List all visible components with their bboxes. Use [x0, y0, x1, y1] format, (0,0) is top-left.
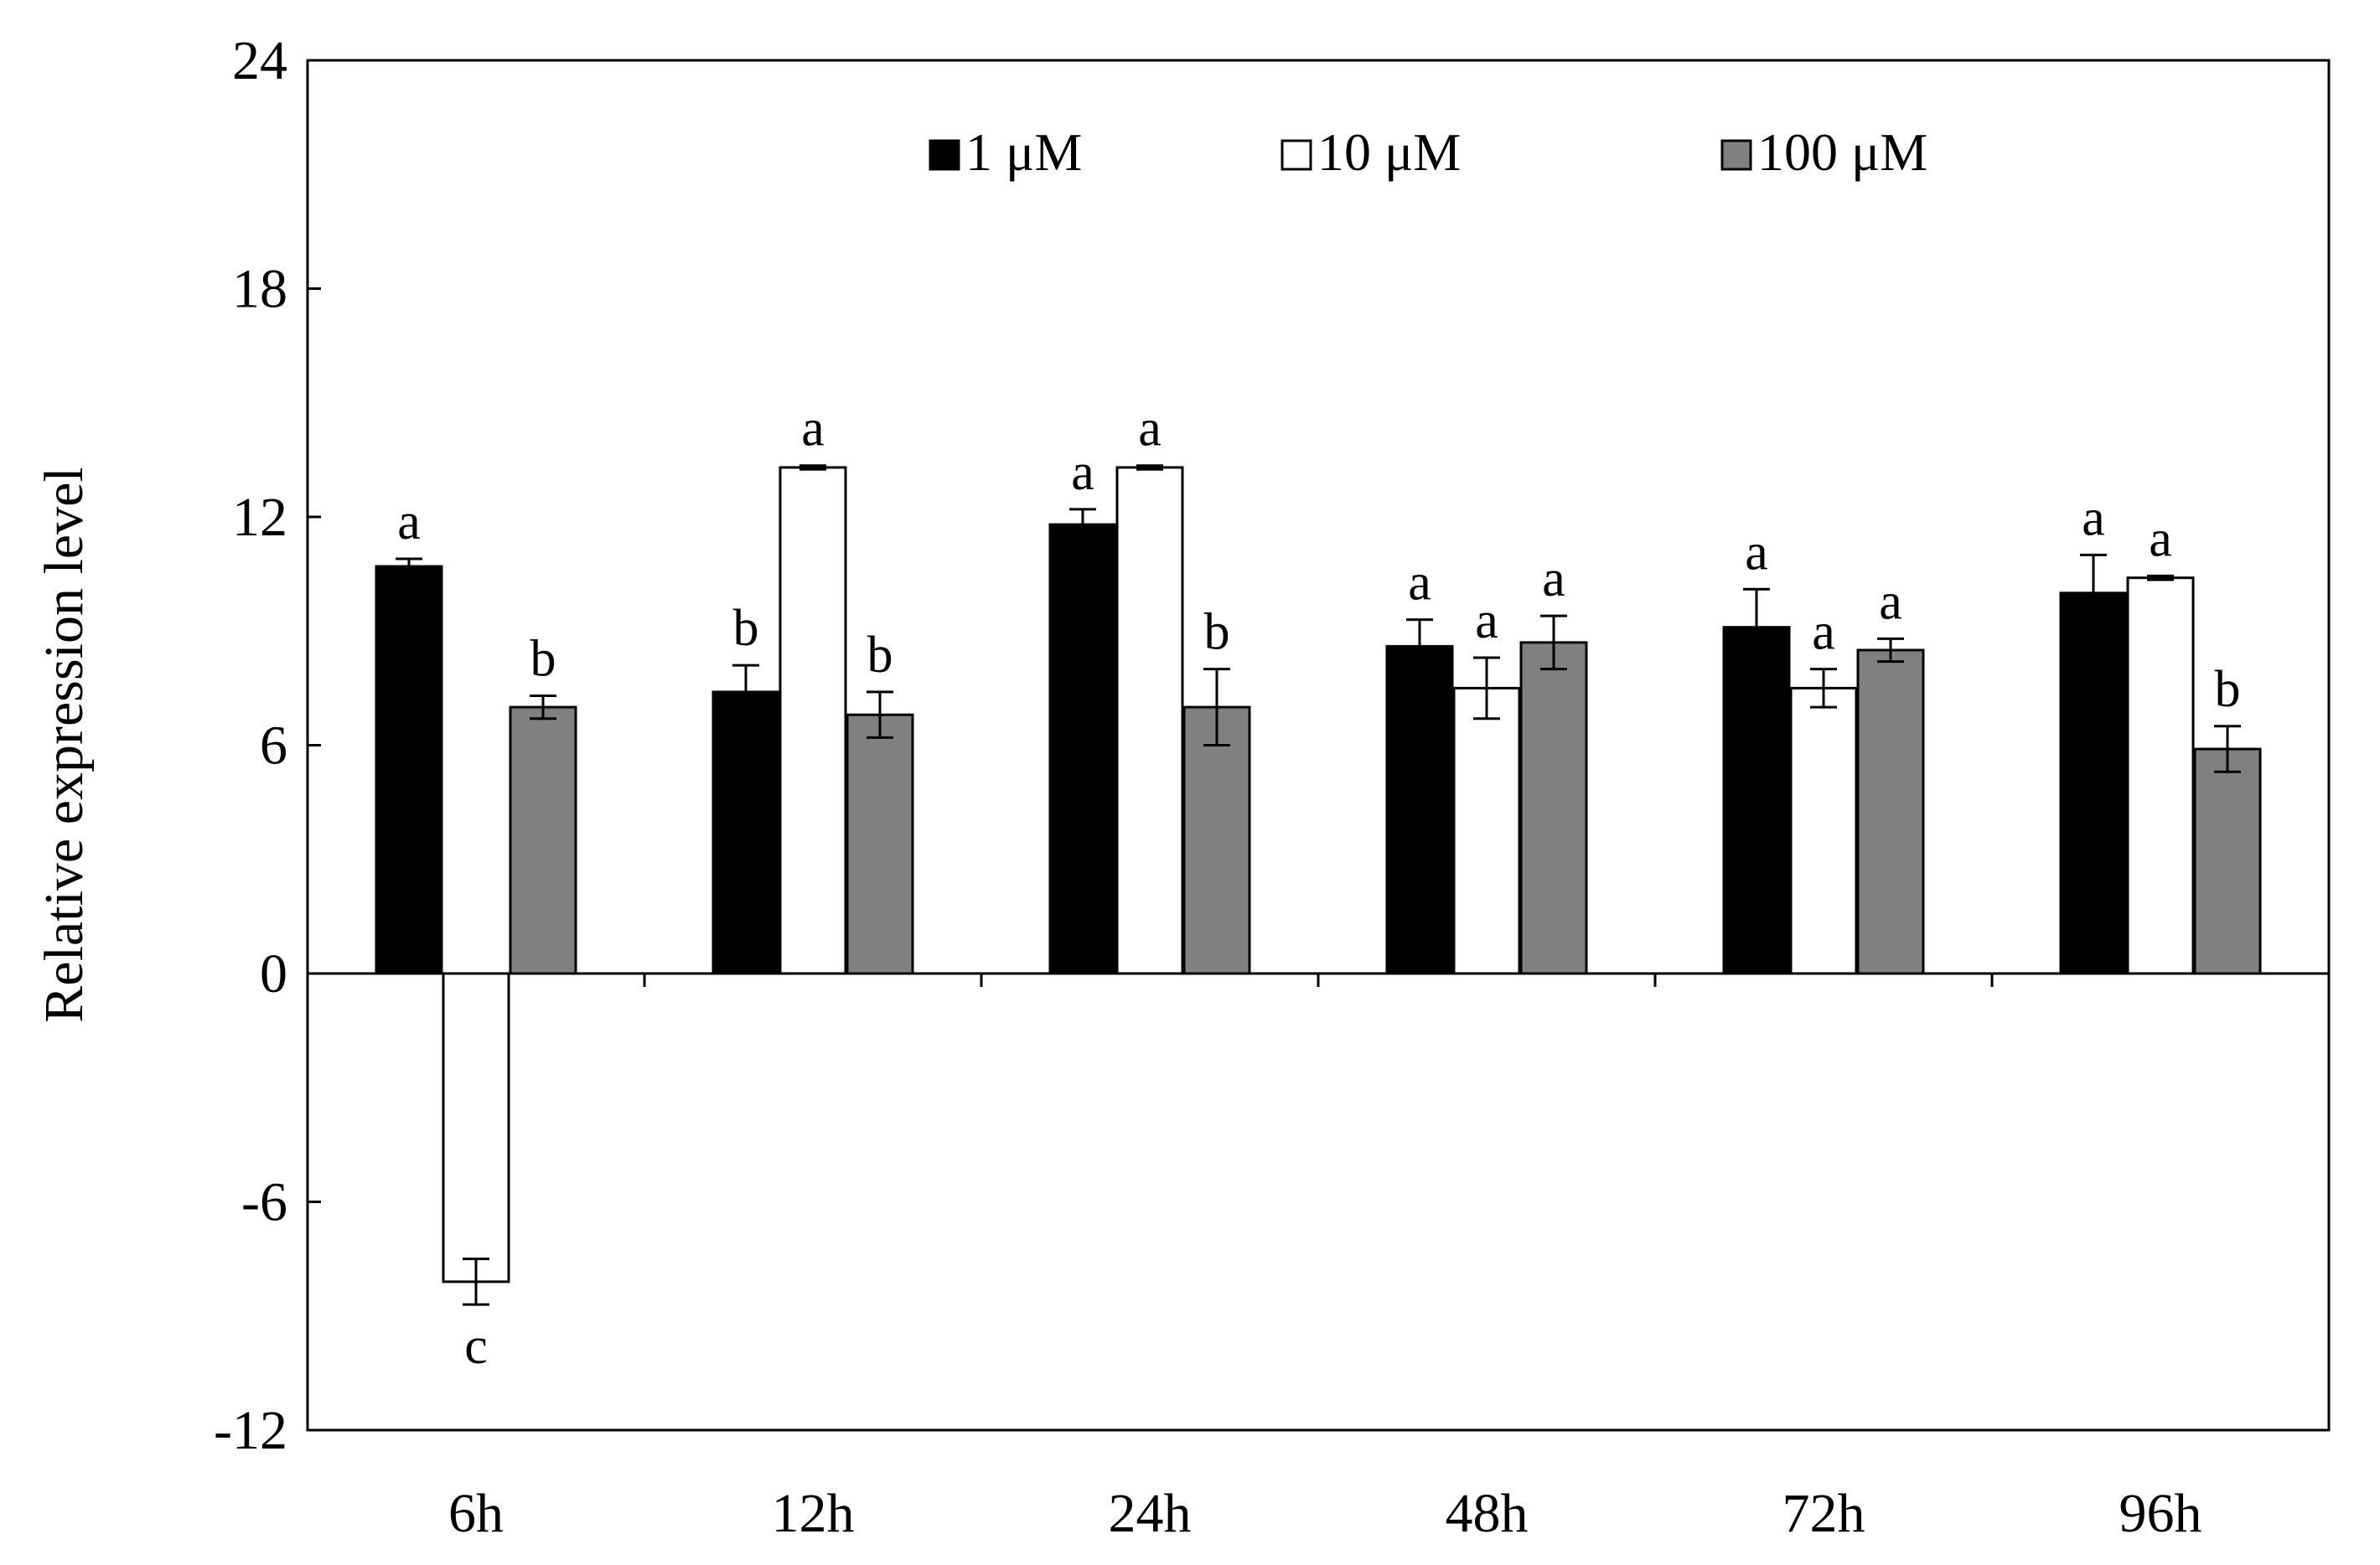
bar-12h-2 [846, 713, 914, 975]
significance-label: b [2215, 661, 2241, 718]
bar-72h-2 [1856, 648, 1925, 975]
significance-label: b [867, 627, 893, 684]
y-tick-label: 18 [232, 259, 287, 320]
bar-96h-1 [2126, 576, 2195, 975]
significance-label: b [530, 630, 556, 687]
bar-48h-1 [1452, 686, 1521, 975]
significance-label: b [733, 600, 759, 657]
x-category-label: 96h [2119, 1483, 2202, 1544]
y-tick-label: 24 [232, 30, 287, 91]
legend-swatch [929, 139, 960, 171]
bar-96h-2 [2193, 747, 2262, 975]
legend-swatch [1281, 139, 1312, 171]
legend-label: 10 μM [1317, 122, 1461, 182]
significance-label: a [2082, 489, 2105, 546]
x-category-label: 72h [1782, 1483, 1865, 1544]
bar-24h-0 [1048, 523, 1117, 975]
bar-48h-2 [1519, 641, 1588, 975]
legend-label: 1 μM [965, 122, 1082, 182]
legend: 1 μM 10 μM 100 μM [929, 122, 1927, 182]
x-category-label: 24h [1109, 1483, 1192, 1544]
x-category-label: 48h [1446, 1483, 1529, 1544]
x-category-label: 6h [448, 1483, 504, 1544]
bar-24h-1 [1115, 466, 1184, 975]
bar-72h-0 [1722, 626, 1791, 975]
y-tick-label: 12 [232, 487, 287, 548]
significance-label: a [1408, 555, 1431, 612]
significance-label: a [1879, 573, 1902, 630]
bar-12h-0 [711, 690, 780, 975]
significance-label: a [2149, 510, 2172, 567]
significance-label: b [1204, 604, 1230, 661]
significance-label: a [1745, 524, 1768, 581]
legend-swatch [1720, 139, 1752, 171]
bar-6h-2 [509, 705, 577, 975]
significance-label: a [1812, 604, 1835, 661]
y-tick-label: -12 [214, 1400, 287, 1461]
y-tick-label: 0 [260, 943, 287, 1005]
significance-label: a [1071, 444, 1094, 501]
plot-frame [306, 59, 2331, 1432]
y-axis-title: Relative expression level [34, 467, 95, 1022]
x-axis: 6h 12h 24h 48h 72h 96h [308, 972, 2329, 1544]
bar-48h-0 [1385, 644, 1454, 975]
bar-24h-2 [1182, 705, 1251, 975]
significance-label: c [464, 1318, 488, 1375]
y-tick-label: 6 [260, 715, 287, 777]
bar-12h-1 [779, 466, 847, 975]
significance-label: a [801, 400, 825, 457]
significance-label: a [1542, 550, 1565, 607]
bar-72h-1 [1789, 686, 1858, 975]
y-axis: 24 18 12 6 0 -6 -12 [214, 30, 321, 1461]
bar-6h-1 [442, 972, 510, 1284]
bar-6h-0 [375, 565, 443, 975]
x-category-label: 12h [772, 1483, 855, 1544]
legend-label: 100 μM [1757, 122, 1927, 182]
significance-label: a [397, 493, 421, 550]
significance-label: a [1138, 400, 1162, 457]
bar-96h-0 [2059, 591, 2128, 975]
significance-label: a [1475, 592, 1498, 649]
y-tick-label: -6 [241, 1172, 287, 1233]
